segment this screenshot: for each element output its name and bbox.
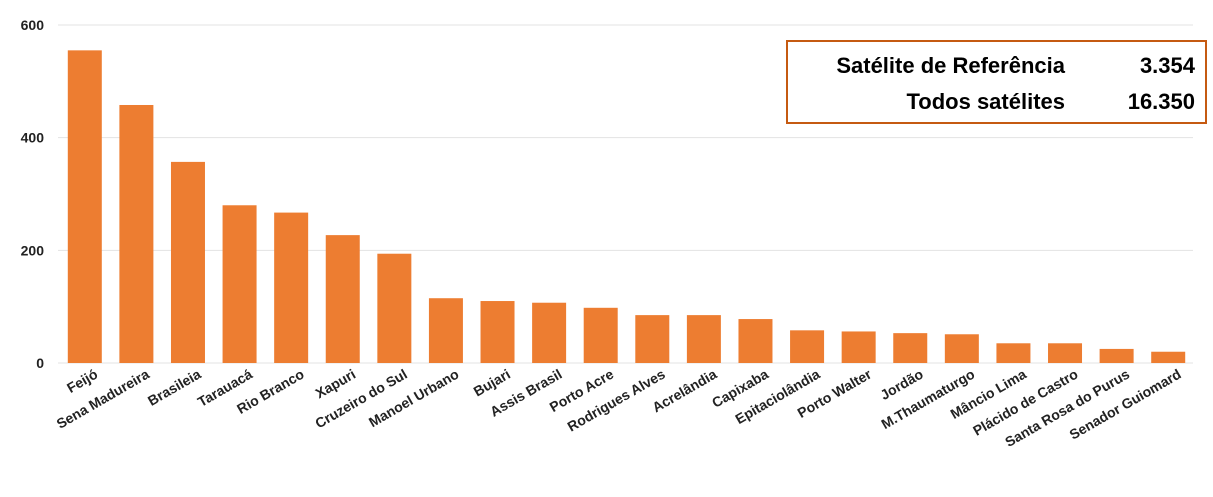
bar-12 <box>635 315 670 363</box>
bar-13 <box>686 315 721 363</box>
bar-5 <box>274 212 309 363</box>
x-tick-label-2: Sena Madureira <box>54 366 152 432</box>
y-tick-label-400: 400 <box>21 130 45 146</box>
summary-value-all: 16.350 <box>1127 89 1195 114</box>
y-tick-label-600: 600 <box>21 17 45 33</box>
bar-11 <box>583 307 618 363</box>
y-tick-label-0: 0 <box>36 355 44 371</box>
bar-10 <box>532 302 567 363</box>
bar-19 <box>996 343 1031 363</box>
bar-16 <box>841 331 876 363</box>
bar-20 <box>1048 343 1083 363</box>
bars <box>67 50 1186 363</box>
bar-22 <box>1151 351 1186 363</box>
summary-box: Satélite de Referência 3.354 Todos satél… <box>786 40 1207 124</box>
bar-9 <box>480 301 515 363</box>
x-tick-label-1: Feijó <box>64 366 100 396</box>
summary-row-all: Todos satélites 16.350 <box>788 84 1205 120</box>
bar-3 <box>170 161 205 363</box>
summary-label-all: Todos satélites <box>906 89 1065 114</box>
bar-7 <box>377 253 412 363</box>
bar-6 <box>325 235 360 363</box>
summary-value-reference: 3.354 <box>1139 53 1195 78</box>
x-tick-label-8: Manoel Urbano <box>366 366 462 430</box>
bar-8 <box>428 298 463 363</box>
bar-2 <box>119 104 154 363</box>
bar-18 <box>944 334 979 363</box>
bar-4 <box>222 205 257 363</box>
x-tick-label-3: Brasileia <box>145 366 204 409</box>
bar-21 <box>1099 348 1134 363</box>
summary-row-reference: Satélite de Referência 3.354 <box>788 48 1205 84</box>
bar-15 <box>790 330 825 363</box>
bar-17 <box>893 333 928 363</box>
summary-label-reference: Satélite de Referência <box>836 53 1065 78</box>
bar-1 <box>67 50 102 363</box>
y-axis-ticks: 0 200 400 600 <box>21 17 45 371</box>
y-tick-label-200: 200 <box>21 242 45 258</box>
bar-14 <box>738 319 773 363</box>
